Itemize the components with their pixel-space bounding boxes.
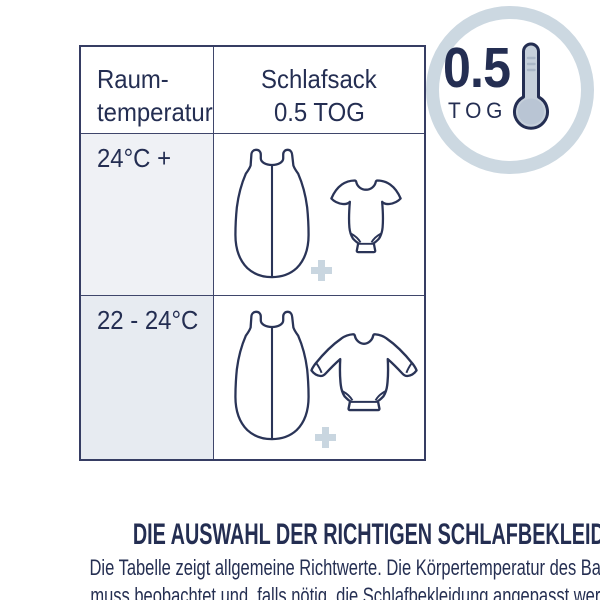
sleeping-bag-icon — [234, 308, 310, 442]
header-cell-schlafsack: Schlafsack 0.5 TOG — [214, 47, 424, 134]
footer-heading: DIE AUSWAHL DER RICHTIGEN SCHLAFBEKLEIDU… — [0, 520, 600, 550]
tog-temperature-table: Raum- temperatur Schlafsack 0.5 TOG 24°C… — [79, 45, 426, 461]
row1-temperature-value: 24°C + — [97, 143, 172, 173]
row1-temperature-cell: 24°C + — [81, 134, 214, 296]
tog-badge-value: 0.5 — [443, 36, 511, 100]
footer-body-line2: muss beobachtet und, falls nötig, die Sc… — [0, 582, 600, 600]
row2-clothing-cell — [214, 296, 424, 459]
row2-temperature-value: 22 - 24°C — [97, 305, 199, 335]
row1-clothing-cell — [214, 134, 424, 296]
footer-body-line2-text: muss beobachtet und, falls nötig, die Sc… — [90, 583, 600, 600]
footer-heading-text: DIE AUSWAHL DER RICHTIGEN SCHLAFBEKLEIDU… — [132, 518, 600, 551]
row2-temperature-cell: 22 - 24°C — [81, 296, 214, 459]
room-temperature-label-line1: Raum- — [97, 64, 169, 94]
footer-body-line1: Die Tabelle zeigt allgemeine Richtwerte.… — [0, 554, 600, 582]
plus-icon — [311, 260, 332, 281]
schlafsack-label-line1: Schlafsack — [261, 64, 377, 94]
footer-body-line1-text: Die Tabelle zeigt allgemeine Richtwerte.… — [89, 555, 600, 580]
short-sleeve-bodysuit-icon — [329, 175, 403, 259]
tog-badge-unit: TOG — [448, 98, 508, 123]
schlafsack-label-line2: 0.5 TOG — [273, 97, 365, 127]
room-temperature-label-line2: temperatur — [97, 97, 213, 127]
long-sleeve-bodysuit-icon — [309, 330, 419, 422]
plus-icon — [315, 427, 336, 448]
thermometer-icon — [511, 39, 551, 138]
tog-badge: 0.5 TOG — [426, 6, 594, 174]
header-cell-room-temperature: Raum- temperatur — [81, 47, 214, 134]
sleeping-bag-icon — [234, 146, 310, 280]
